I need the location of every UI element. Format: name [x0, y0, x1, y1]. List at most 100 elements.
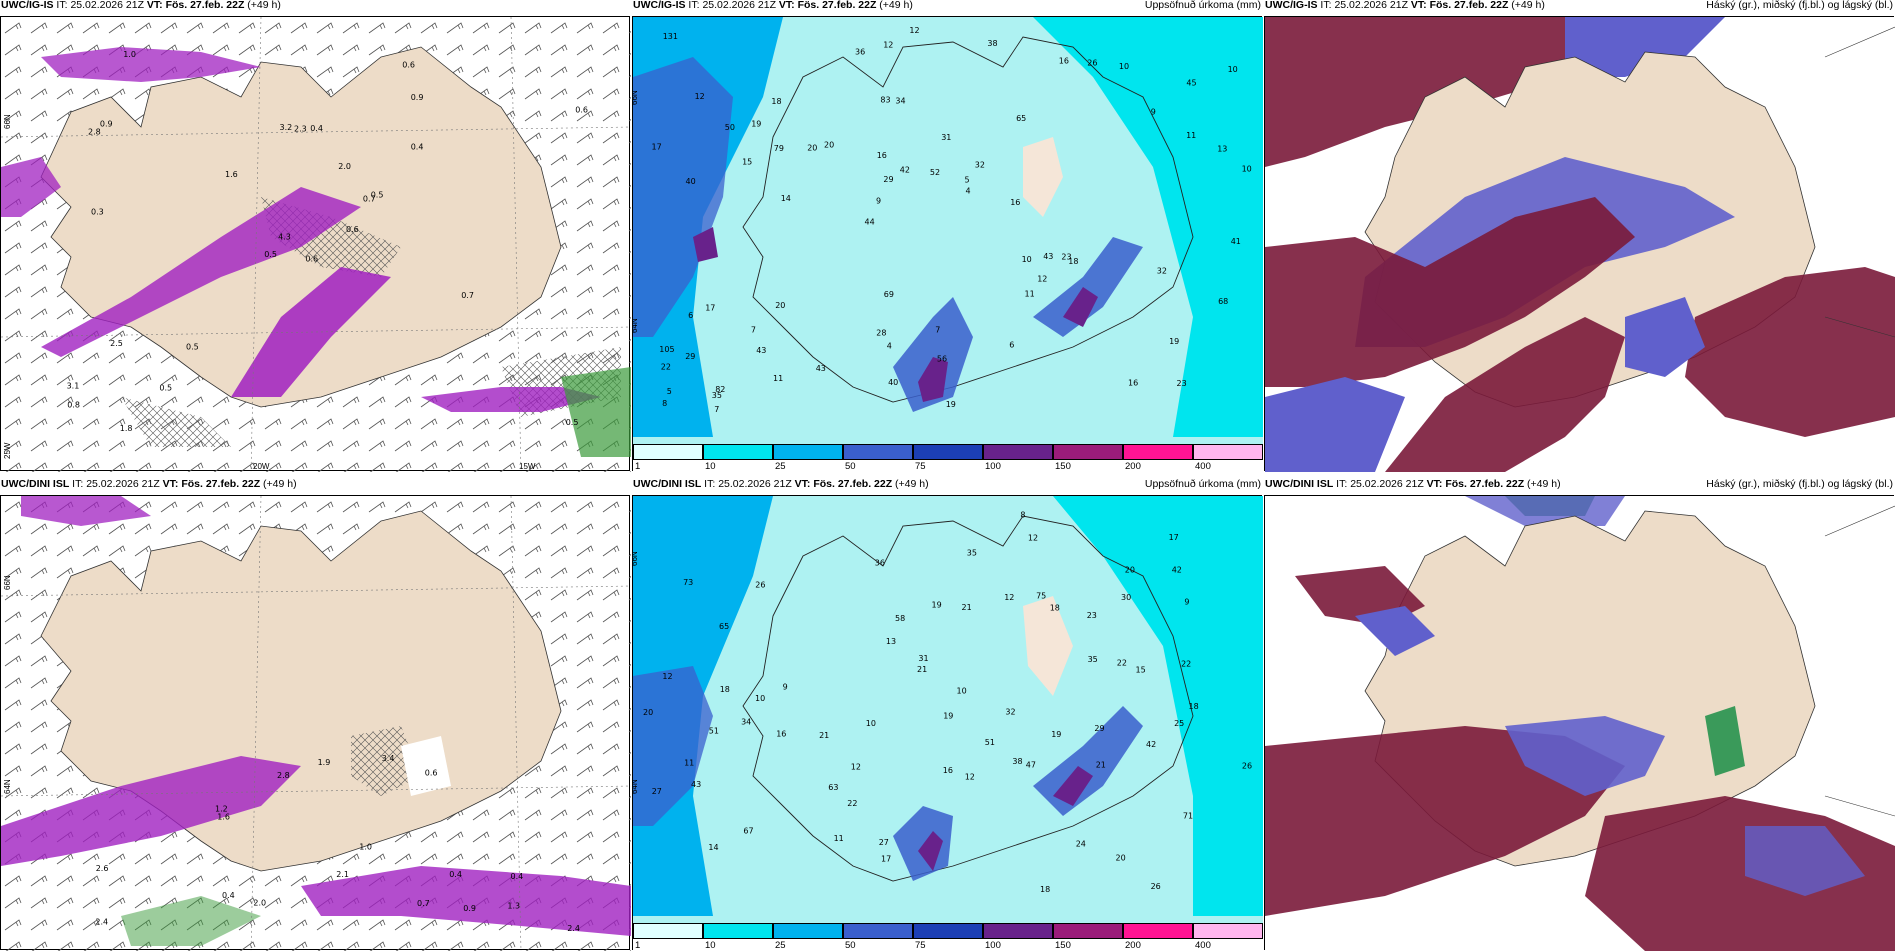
value-label: 20: [1116, 854, 1126, 863]
precip-colorbar: 1 10 25 50 75 100 150 200 400: [633, 923, 1263, 951]
map-precip: 2340454465828331172022433432181212101011…: [633, 17, 1263, 472]
lat-label-66n: 66N: [3, 114, 12, 129]
value-label: 3.2: [280, 123, 293, 132]
value-label: 5: [667, 387, 672, 396]
map-cloud: [1265, 496, 1895, 951]
cloud-title: Háský (gr.), miðský (fj.bl.) og lágský (…: [1706, 0, 1893, 11]
value-label: 10: [1022, 255, 1032, 264]
value-label: 9: [1184, 597, 1189, 606]
value-label: 22: [1181, 660, 1191, 669]
panel-header: UWC/DINI ISL IT: 25.02.2026 21Z VT: Fös.…: [633, 475, 1263, 493]
colorbar-swatch: [773, 444, 843, 460]
init-label: IT:: [72, 478, 84, 490]
value-label: 2.8: [277, 771, 290, 780]
value-label: 0.5: [371, 191, 384, 200]
lat-label-66n: 66N: [633, 551, 639, 566]
init-label: IT:: [688, 0, 700, 11]
value-label: 1.8: [120, 424, 133, 433]
value-label: 41: [1231, 237, 1241, 246]
precip-west-heavy: [633, 57, 733, 337]
precip-colorbar: 1 10 25 50 75 100 150 200 400: [633, 444, 1263, 472]
valid-label: VT:: [1410, 0, 1427, 11]
value-label: 42: [1172, 565, 1182, 574]
value-label: 18: [1068, 257, 1078, 266]
valid-time: Fös. 27.feb. 22Z: [813, 478, 893, 490]
value-label: 19: [943, 712, 953, 721]
value-label: 51: [985, 738, 995, 747]
value-label: 43: [756, 346, 766, 355]
precip-band-south: [301, 866, 631, 936]
value-label: 22: [1117, 659, 1127, 668]
value-label: 58: [895, 614, 905, 623]
panel-header: UWC/IG-IS IT: 25.02.2026 21Z VT: Fös. 27…: [633, 0, 1263, 14]
graticule-line: [510, 496, 522, 951]
colorbar-label: 75: [915, 461, 926, 472]
panel-header: UWC/DINI ISL IT: 25.02.2026 21Z VT: Fös.…: [1265, 475, 1895, 493]
value-label: 0.9: [100, 120, 113, 129]
init-time: 25.02.2026 21Z: [70, 0, 144, 11]
value-label: 16: [1059, 57, 1069, 66]
value-label: 12: [695, 92, 705, 101]
value-label: 0.6: [402, 61, 415, 70]
value-label: 19: [751, 120, 761, 129]
lat-label-25w: 25W: [3, 442, 12, 459]
value-label: 32: [1157, 267, 1167, 276]
init-time: 25.02.2026 21Z: [86, 478, 160, 490]
value-label: 82: [715, 385, 725, 394]
map-area: [1265, 17, 1895, 472]
precip-south-core: [918, 357, 948, 402]
value-label: 51: [709, 727, 719, 736]
cloud-mid-northwest: [1355, 606, 1435, 656]
value-label: 4: [966, 186, 971, 195]
value-label: 20: [1125, 566, 1135, 575]
panel-cloud-row1: UWC/IG-IS IT: 25.02.2026 21Z VT: Fös. 27…: [1264, 0, 1895, 472]
init-label: IT:: [704, 478, 716, 490]
lat-label-66n: 66N: [3, 575, 12, 590]
value-label: 47: [1026, 760, 1036, 769]
value-label: 67: [743, 826, 753, 835]
value-label: 20: [643, 708, 653, 717]
value-label: 13: [886, 637, 896, 646]
value-label: 0.6: [346, 225, 359, 234]
value-label: 12: [1004, 593, 1014, 602]
value-label: 0.4: [449, 870, 462, 879]
precip-band-southwest: [1, 756, 301, 866]
value-label: 0.4: [222, 891, 235, 900]
value-label: 0.4: [511, 872, 524, 881]
value-label: 43: [816, 364, 826, 373]
colorbar-swatch: [983, 923, 1053, 939]
value-label: 0.5: [264, 250, 277, 259]
cloud-low-south: [1385, 317, 1625, 472]
lat-label-64n: 64N: [633, 779, 639, 794]
precip-title: Uppsöfnuð úrkoma (mm): [1144, 0, 1261, 11]
model-label: UWC/IG-IS: [1265, 0, 1318, 11]
colorbar-label: 100: [985, 940, 1001, 951]
value-label: 11: [1025, 290, 1035, 299]
value-label: 68: [1218, 297, 1228, 306]
value-label: 23: [1087, 611, 1097, 620]
value-label: 19: [1169, 337, 1179, 346]
value-label: 52: [930, 168, 940, 177]
value-label: 2.0: [253, 899, 266, 908]
value-label: 28: [876, 329, 886, 338]
value-label: 23: [1061, 252, 1071, 261]
colorbar-label: 1: [635, 461, 641, 472]
value-label: 8: [662, 399, 667, 408]
value-label: 8: [1020, 511, 1025, 520]
precip-values-layer: 26 34 38 73 71 65 67 21 23 19 18 20 22 36 32 43 29 10 12 14…: [643, 511, 1252, 895]
panel-wind-precip-row2: UWC/DINI ISL IT: 25.02.2026 21Z VT: Fös.…: [0, 478, 631, 951]
value-label: 9: [876, 197, 881, 206]
value-label: 2.6: [96, 864, 109, 873]
value-label: 2.4: [567, 924, 580, 933]
map-area: 26 34 38 73 71 65 67 21 23 19 18 20 22 36 32 43 29 10 12 14…: [633, 496, 1263, 951]
init-label: IT:: [1320, 0, 1332, 11]
cloud-low-east: [1685, 267, 1895, 437]
value-label: 0.6: [425, 768, 438, 777]
value-label: 21: [917, 665, 927, 674]
value-label: 36: [875, 559, 885, 568]
value-label: 0.7: [417, 899, 430, 908]
value-label: 23: [1177, 379, 1187, 388]
value-label: 10: [957, 686, 967, 695]
colorbar-label: 50: [845, 461, 856, 472]
cloud-mid-east: [1625, 297, 1705, 377]
